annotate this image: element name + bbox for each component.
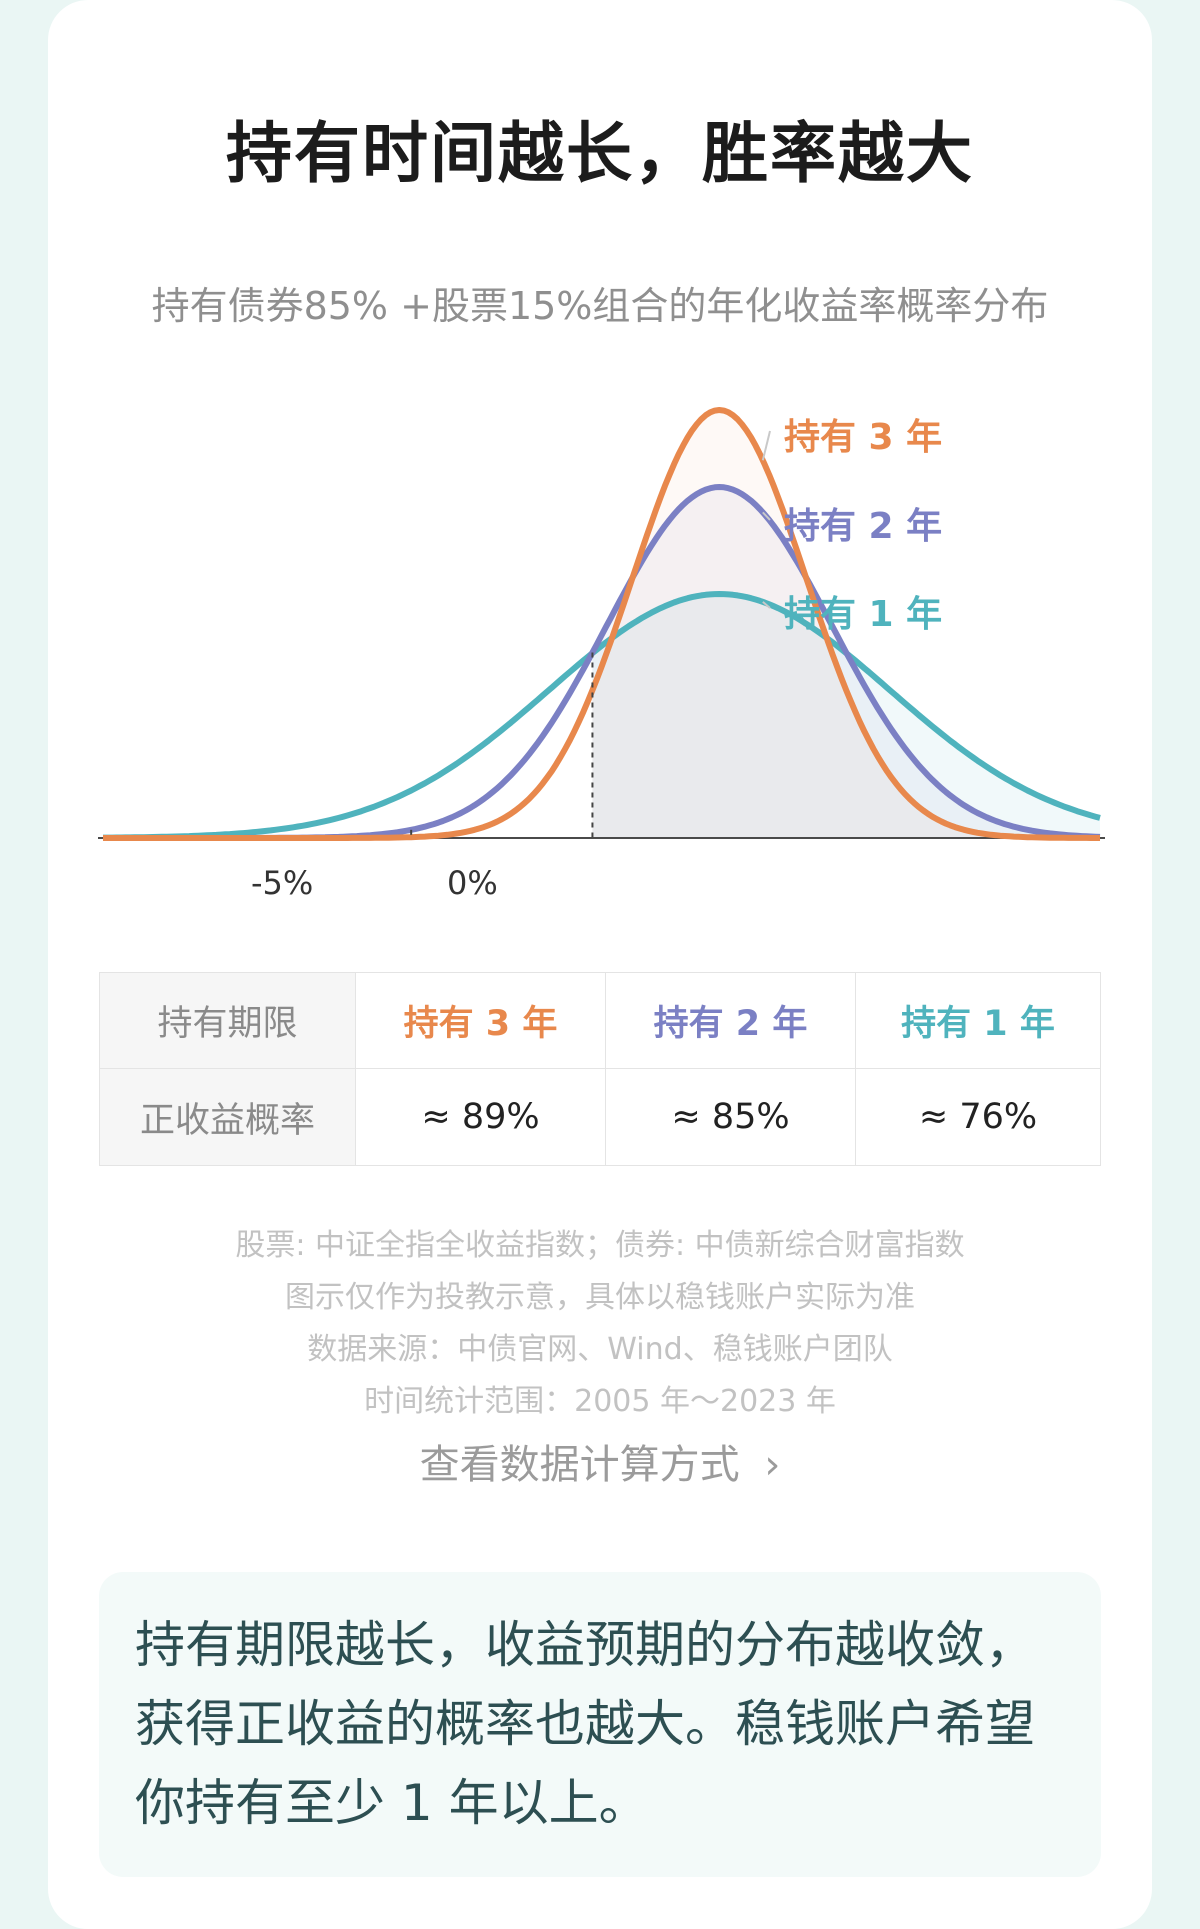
view-calculation-label: 查看数据计算方式 <box>419 1442 740 1488</box>
x-tick-minus5: -5% <box>251 864 314 902</box>
curve-1yr <box>103 591 1101 841</box>
content-card: 持有时间越长，胜率越大 持有债券85% +股票15%组合的年化收益率概率分布 持… <box>48 0 1152 1929</box>
table-header-1yr: 持有 1 年 <box>856 973 1100 1069</box>
table-value-2yr: ≈ 85% <box>606 1069 856 1165</box>
legend-label-2yr: 持有 2 年 <box>784 506 943 547</box>
legend-label-1yr: 持有 1 年 <box>784 594 943 635</box>
view-calculation-link[interactable]: 查看数据计算方式 › <box>48 1432 1152 1490</box>
legend-leader-curve-1yr <box>762 601 771 609</box>
legend-leader-curve-3yr <box>761 430 771 461</box>
x-tick-0: 0% <box>447 864 498 902</box>
note-disclaimer: 图示仅作为投教示意，具体以稳钱账户实际为准 <box>285 1280 915 1315</box>
curve-1yr-positive-area <box>592 594 1100 838</box>
table-value-1yr: ≈ 76% <box>918 1097 1038 1137</box>
curve-3yr <box>103 407 1100 841</box>
distribution-chart <box>98 407 1105 841</box>
table-header-holding-period: 持有期限 <box>100 973 356 1069</box>
chart-subtitle: 持有债券85% +股票15%组合的年化收益率概率分布 <box>151 284 1049 328</box>
table-header-3yr: 持有 3 年 <box>356 973 606 1069</box>
probability-table: 持有期限 持有 3 年 持有 2 年 持有 1 年 正收益概率 ≈ 89% ≈ … <box>99 972 1101 1166</box>
page-title: 持有时间越长，胜率越大 <box>226 115 974 192</box>
table-label-positive-probability: 正收益概率 <box>100 1069 356 1165</box>
table-header-2yr: 持有 2 年 <box>606 973 856 1069</box>
summary-box: 持有期限越长，收益预期的分布越收敛，获得正收益的概率也越大。稳钱账户希望你持有至… <box>99 1572 1101 1877</box>
curve-3yr-positive-area <box>592 410 1100 838</box>
chevron-right-icon: › <box>764 1442 781 1488</box>
curve-2yr-positive-area <box>592 487 1100 838</box>
note-index-source: 股票: 中证全指全收益指数；债券: 中债新综合财富指数 <box>235 1228 965 1263</box>
note-time-range: 时间统计范围：2005 年～2023 年 <box>364 1384 836 1419</box>
table-value-3yr: ≈ 89% <box>356 1069 606 1165</box>
legend-label-3yr: 持有 3 年 <box>784 417 943 458</box>
legend-leader-curve-2yr <box>762 511 771 521</box>
summary-text: 持有期限越长，收益预期的分布越收敛，获得正收益的概率也越大。稳钱账户希望你持有至… <box>135 1616 1035 1832</box>
note-data-source: 数据来源：中债官网、Wind、稳钱账户团队 <box>307 1332 893 1367</box>
